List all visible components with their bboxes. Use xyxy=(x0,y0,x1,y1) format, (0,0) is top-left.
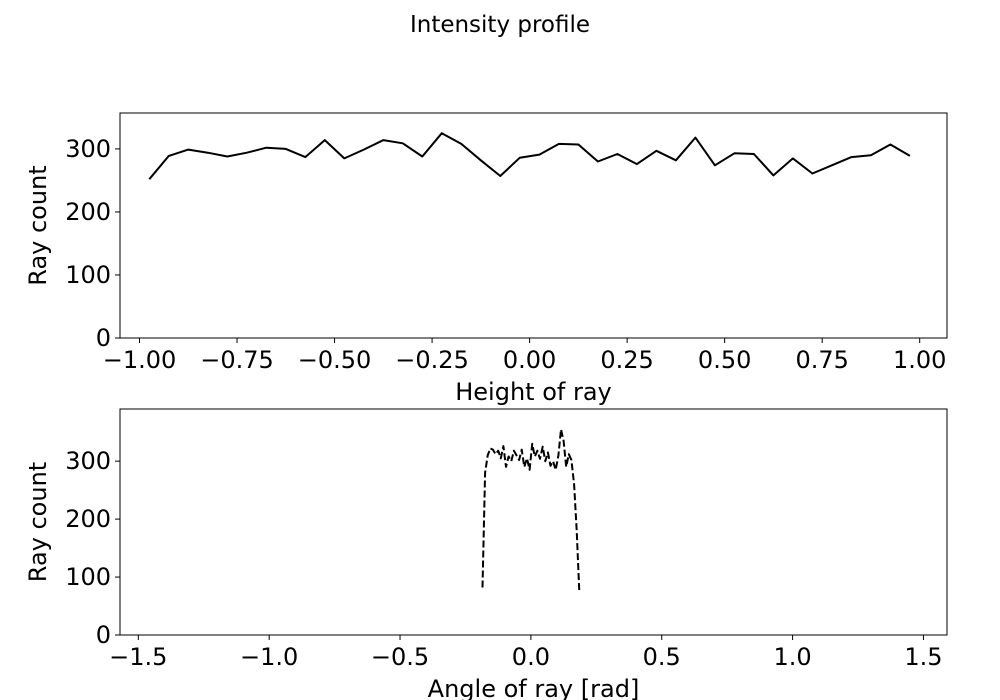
x-tick-label: 1.00 xyxy=(893,346,946,374)
x-tick-label: 0.25 xyxy=(600,346,653,374)
y-tick-label: 200 xyxy=(65,505,111,533)
x-axis-label: Angle of ray [rad] xyxy=(428,675,640,700)
y-tick-label: 100 xyxy=(65,261,111,289)
plot-frame xyxy=(119,408,948,636)
y-tick-label: 300 xyxy=(65,135,111,163)
x-tick-label: 0.00 xyxy=(503,346,556,374)
x-tick-label: 0.5 xyxy=(643,643,681,671)
x-tick-label: −0.75 xyxy=(200,346,274,374)
x-tick-label: 0.50 xyxy=(698,346,751,374)
y-tick-label: 300 xyxy=(65,447,111,475)
x-tick-label: −0.25 xyxy=(395,346,469,374)
y-axis-label: Ray count xyxy=(24,165,52,285)
x-tick-label: −1.0 xyxy=(240,643,298,671)
x-tick-label: −0.5 xyxy=(371,643,429,671)
series-line xyxy=(148,132,911,180)
subplot-angle: −1.5 −1.0 −0.5 0.0 0.5 1.0 1.5 0 100 200 300 Angle … xyxy=(24,408,948,700)
y-tick-label: 100 xyxy=(65,563,111,591)
x-tick-label: 1.5 xyxy=(904,643,942,671)
x-tick-label: 0.0 xyxy=(512,643,550,671)
y-axis-label: Ray count xyxy=(24,462,52,582)
x-tick-label: 1.0 xyxy=(774,643,812,671)
subplot-height: −1.00 −0.75 −0.50 −0.25 0.00 0.25 0.50 0.75 1.00… xyxy=(24,112,948,406)
y-tick-label: 200 xyxy=(65,198,111,226)
y-tick-label: 0 xyxy=(96,324,111,352)
plot-frame xyxy=(119,112,948,339)
series-line xyxy=(481,428,581,592)
x-tick-label: 0.75 xyxy=(795,346,848,374)
x-tick-label: −1.5 xyxy=(109,643,167,671)
figure-title: Intensity profile xyxy=(410,12,590,38)
x-tick-label: −1.00 xyxy=(103,346,177,374)
x-tick-label: −0.50 xyxy=(298,346,372,374)
y-tick-label: 0 xyxy=(96,621,111,649)
x-axis-label: Height of ray xyxy=(455,378,612,406)
